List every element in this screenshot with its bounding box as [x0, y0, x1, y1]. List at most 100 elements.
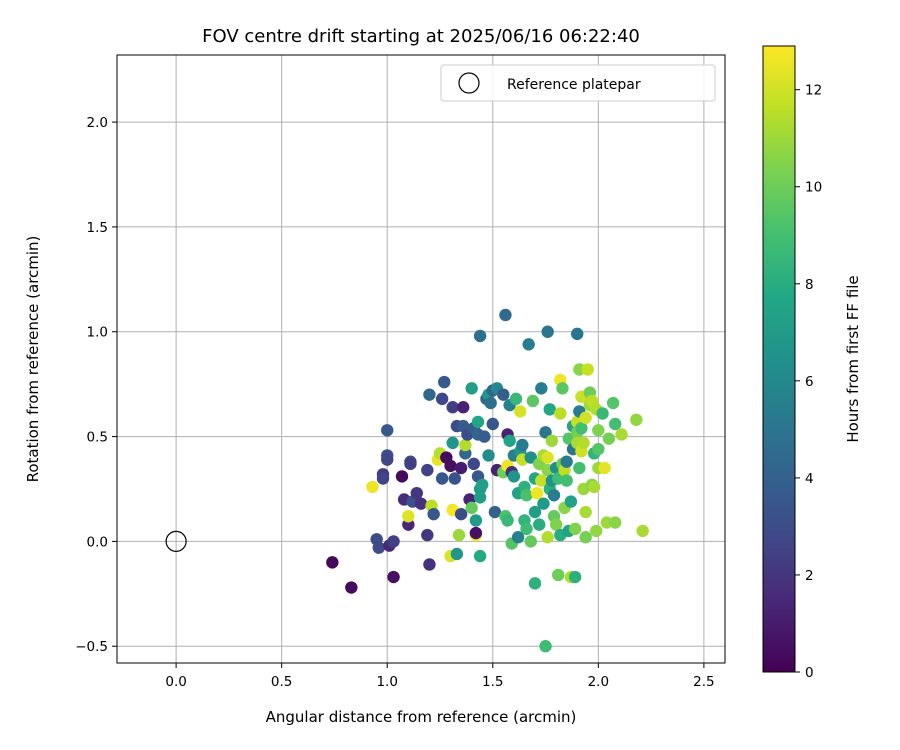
scatter-point [577, 436, 590, 450]
scatter-point [516, 438, 529, 452]
scatter-point [615, 428, 628, 441]
plot-frame [116, 54, 726, 664]
scatter-point [421, 463, 434, 477]
scatter-point [435, 392, 449, 406]
scatter-point [579, 531, 592, 544]
scatter-point [533, 518, 546, 531]
x-tick-label: 1.0 [376, 674, 397, 690]
y-tick-label: 1.0 [87, 325, 108, 341]
scatter-point [541, 531, 554, 544]
scatter-point [381, 424, 394, 437]
scatter-point [421, 528, 434, 542]
legend-marker [458, 72, 480, 94]
scatter-point [537, 497, 550, 510]
scatter-point [554, 407, 567, 420]
y-tick-label: 0.5 [87, 430, 108, 446]
x-tick-label: 0.5 [271, 674, 292, 690]
scatter-point [630, 413, 643, 426]
scatter-point [560, 455, 573, 468]
reference-marker-group [165, 530, 187, 553]
scatter-point [520, 489, 533, 502]
scatter-point [476, 478, 489, 491]
scatter-point [395, 470, 409, 483]
scatter-point [543, 403, 556, 416]
scatter-point [452, 528, 466, 542]
scatter-point [402, 510, 415, 523]
scatter-point [541, 325, 554, 338]
y-tick-label: 2.0 [87, 115, 108, 131]
scatter-point [372, 541, 385, 554]
colorbar-tick-label: 10 [805, 180, 822, 196]
scatter-point [560, 474, 573, 487]
scatter-point [528, 505, 542, 519]
scatter-point [564, 495, 578, 508]
scatter-point [522, 338, 535, 351]
scatter-point [535, 382, 548, 395]
scatter-point [598, 461, 611, 475]
scatter-point [571, 327, 584, 341]
scatter-point [423, 558, 436, 571]
scatter-point [459, 438, 472, 452]
scatter-point [552, 568, 565, 582]
scatter-point [465, 501, 478, 515]
scatter-point [524, 535, 537, 548]
scatter-point [446, 401, 459, 414]
x-tick-label: 1.5 [482, 674, 503, 690]
scatter-point [326, 556, 339, 569]
scatter-point [609, 417, 622, 431]
x-tick-label: 2.5 [693, 674, 714, 690]
scatter-point [478, 430, 491, 443]
scatter-point [410, 486, 423, 500]
scatter-point [482, 449, 495, 462]
colorbar-tick-label: 12 [805, 83, 822, 99]
scatter-point [457, 401, 470, 414]
scatter-point [579, 411, 592, 424]
legend: Reference platepar [440, 64, 716, 102]
scatter-point [606, 396, 620, 410]
scatter-point [539, 640, 552, 653]
scatter-point [545, 434, 559, 447]
y-axis-ticks: −0.5 0.0 0.5 1.0 1.5 2.0 [75, 115, 117, 655]
scatter-point [556, 382, 569, 395]
scatter-point [581, 363, 594, 376]
colorbar-tick-label: 4 [805, 471, 814, 487]
scatter-point [414, 497, 428, 510]
colorbar-label: Hours from first FF file [844, 275, 862, 442]
colorbar-ticks: 0 2 4 6 8 10 12 [795, 83, 822, 681]
scatter-point [503, 434, 516, 447]
scatter-point [387, 570, 400, 584]
scatter-point [511, 531, 525, 544]
scatter-point [541, 451, 554, 464]
scatter-point [469, 526, 483, 540]
scatter-point [568, 570, 582, 584]
colorbar-tick-label: 0 [805, 665, 814, 681]
scatter-point [446, 436, 459, 450]
scatter-point [596, 407, 609, 420]
scatter-point [444, 459, 457, 473]
scatter-point [454, 461, 468, 475]
y-tick-label: 0.0 [87, 534, 108, 550]
scatter-point [514, 405, 527, 418]
scatter-point [473, 491, 487, 504]
colorbar-tick-label: 6 [805, 374, 814, 390]
reference-platepar-marker [165, 530, 187, 553]
colorbar-tick-label: 8 [805, 277, 814, 293]
scatter-point [499, 308, 512, 322]
colorbar [762, 45, 796, 673]
scatter-point [484, 396, 497, 410]
x-tick-label: 0.0 [165, 674, 186, 690]
scatter-point [471, 415, 485, 429]
grid [117, 55, 725, 663]
scatter-point [467, 457, 480, 471]
scatter-point [609, 516, 622, 529]
x-axis-ticks: 0.0 0.5 1.0 1.5 2.0 2.5 [165, 663, 715, 690]
scatter-point [501, 514, 514, 527]
scatter-point [592, 424, 605, 437]
scatter-point [602, 432, 616, 445]
scatter-point [423, 388, 436, 401]
scatter-point [549, 518, 563, 531]
scatter-point [568, 522, 582, 536]
scatter-point [366, 480, 379, 494]
